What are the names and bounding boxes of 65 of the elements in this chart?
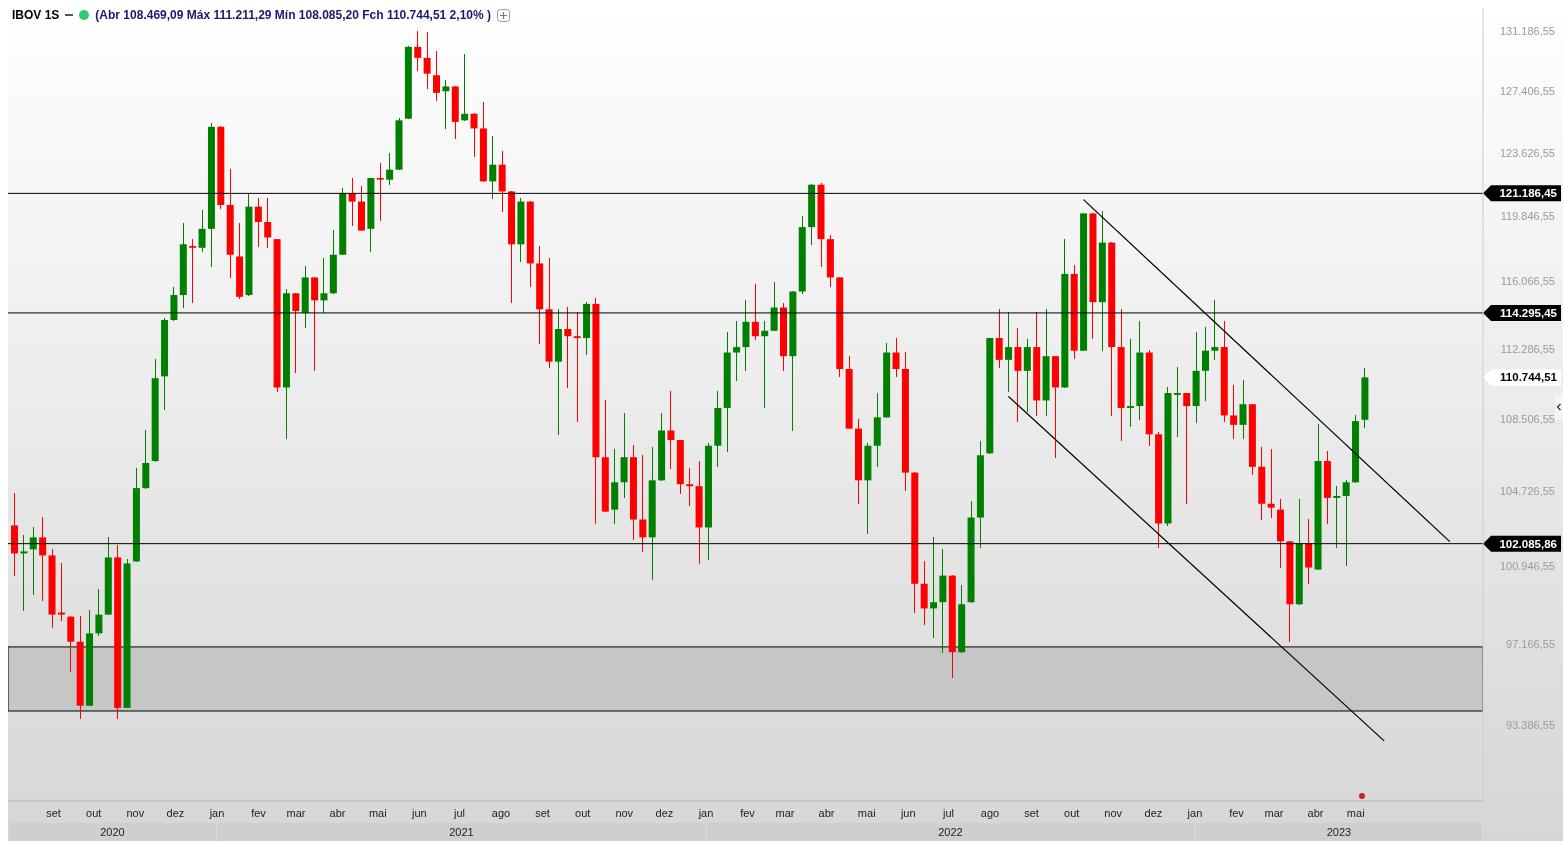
- x-tick-label: jun: [899, 806, 916, 819]
- x-tick-label: abr: [329, 806, 346, 819]
- ref-line-label: 121.186,45: [1499, 187, 1558, 200]
- y-tick-label: 127.406,55: [1499, 85, 1555, 98]
- candlestick: [189, 239, 197, 303]
- x-tick-label: dez: [1144, 806, 1163, 819]
- x-tick-label: jan: [208, 806, 225, 819]
- x-tick-label: mai: [1346, 806, 1365, 819]
- x-tick-label: nov: [1104, 806, 1123, 819]
- candlestick: [1126, 339, 1134, 427]
- x-tick-label: ago: [491, 806, 511, 819]
- x-tick-label: set: [535, 806, 550, 819]
- x-tick-label: set: [1024, 806, 1039, 819]
- x-tick-label: jul: [452, 806, 465, 819]
- x-tick-label: ago: [980, 806, 1000, 819]
- candlestick: [376, 163, 384, 221]
- x-tick-label: abr: [1307, 806, 1324, 819]
- x-tick-label: mai: [368, 806, 387, 819]
- ref-line-label: 102.085,86: [1499, 537, 1557, 550]
- candlestick: [1211, 300, 1219, 360]
- x-tick-label: nov: [126, 806, 145, 819]
- text: 2023: [1195, 823, 1482, 841]
- text: 2020: [9, 823, 216, 841]
- y-tick-label: 119.846,55: [1500, 209, 1555, 222]
- y-tick-label: 112.286,55: [1500, 343, 1555, 356]
- candlestick: [404, 46, 412, 119]
- x-tick-label: jan: [697, 806, 714, 819]
- x-tick-label: fev: [1229, 806, 1245, 819]
- x-tick-label: mar: [286, 806, 306, 819]
- x-tick-label: jul: [941, 806, 954, 819]
- y-tick-label: 100.946,55: [1499, 560, 1555, 573]
- y-tick-label: 123.626,55: [1499, 146, 1555, 159]
- y-tick-label: 108.506,55: [1499, 412, 1555, 425]
- y-tick-label: 93.386,55: [1506, 719, 1555, 732]
- y-tick-label: 116.066,55: [1500, 275, 1555, 288]
- x-tick-label: set: [46, 806, 61, 819]
- x-tick-label: dez: [166, 806, 185, 819]
- x-tick-label: mai: [857, 806, 876, 819]
- x-tick-label: abr: [818, 806, 835, 819]
- candlestick: [1230, 385, 1238, 439]
- candlestick: [1080, 213, 1088, 351]
- ref-line-label: 114.295,45: [1500, 306, 1558, 319]
- y-tick-label: 97.166,55: [1506, 638, 1555, 651]
- chart-subtitle: (Abr 108.469,09 Máx 111.211,29 Mín 108.085,20 Fch 110.744,51 2,10% ): [95, 8, 491, 22]
- x-tick-label: nov: [615, 806, 634, 819]
- x-tick-label: out: [575, 806, 591, 819]
- x-tick-label: out: [1064, 806, 1080, 819]
- text: 2022: [706, 823, 1194, 841]
- x-tick-label: mar: [1264, 806, 1284, 819]
- candlestick: [986, 338, 994, 454]
- chart-title: IBOV 1S: [12, 8, 60, 22]
- x-tick-label: mar: [775, 806, 795, 819]
- x-tick-label: fev: [251, 806, 267, 819]
- x-tick-label: jan: [1186, 806, 1203, 819]
- y-tick-label: 104.726,55: [1499, 485, 1555, 498]
- x-tick-label: fev: [740, 806, 756, 819]
- text: 2021: [217, 823, 705, 841]
- x-tick-label: jun: [410, 806, 427, 819]
- y-tick-label: 131.186,55: [1499, 25, 1555, 38]
- x-tick-label: dez: [655, 806, 674, 819]
- candlestick: [573, 312, 581, 422]
- candlestick: [733, 321, 741, 381]
- candlestick: [1173, 367, 1181, 437]
- text: 110.744,51: [1500, 371, 1558, 384]
- x-tick-label: out: [86, 806, 102, 819]
